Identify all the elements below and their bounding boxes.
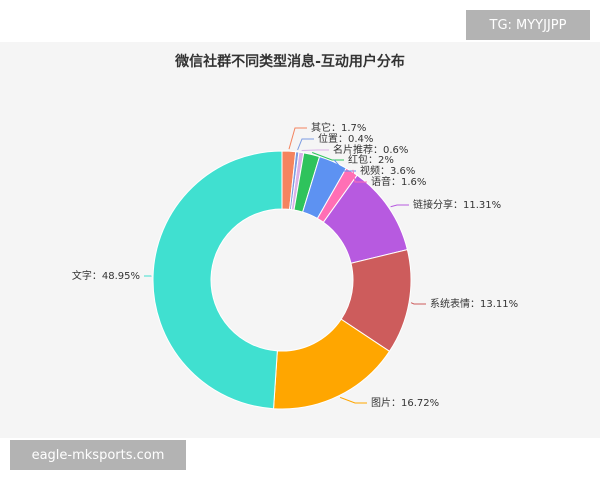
tg-watermark: TG: MYYJJPP — [466, 10, 590, 40]
slice-label-链接分享: 链接分享：11.31% — [413, 198, 501, 211]
slice-label-其它: 其它：1.7% — [311, 121, 366, 134]
leader-line-图片 — [339, 396, 367, 404]
slice-label-视频: 视频：3.6% — [360, 164, 415, 177]
leader-line-红包 — [312, 152, 344, 161]
slice-label-红包: 红包：2% — [348, 153, 394, 166]
leader-line-语音 — [352, 169, 367, 183]
slice-label-位置: 位置：0.4% — [318, 132, 373, 145]
leader-line-视频 — [333, 159, 356, 172]
site-watermark: eagle-mksports.com — [10, 440, 186, 470]
slice-label-语音: 语音：1.6% — [371, 175, 426, 188]
leader-line-位置 — [297, 138, 314, 151]
slice-label-系统表情: 系统表情：13.11% — [430, 297, 518, 310]
leader-line-链接分享 — [390, 204, 409, 208]
chart-title: 微信社群不同类型消息-互动用户分布 — [174, 53, 405, 70]
slice-文字[interactable] — [152, 150, 283, 410]
leader-line-系统表情 — [410, 302, 426, 305]
slice-label-名片推荐: 名片推荐：0.6% — [333, 143, 408, 156]
leader-line-其它 — [288, 127, 307, 150]
slice-label-图片: 图片：16.72% — [371, 396, 439, 409]
slice-label-文字: 文字：48.95% — [72, 269, 140, 282]
